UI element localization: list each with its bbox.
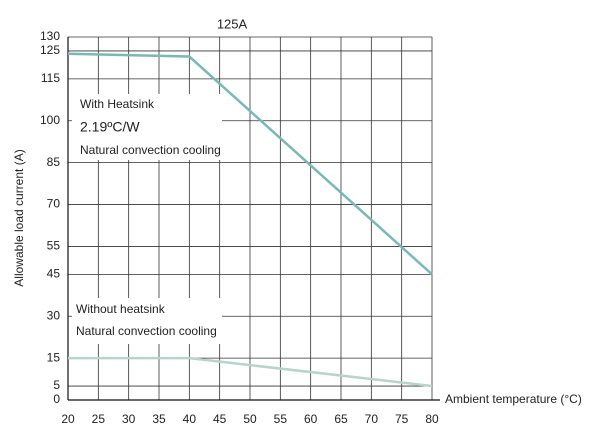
annotation: Without heatsink: [76, 302, 166, 316]
y-tick-label: 0: [53, 392, 60, 406]
annotation: Natural convection cooling: [80, 143, 221, 157]
x-tick-label: 20: [61, 412, 75, 426]
y-tick-label: 85: [47, 155, 61, 169]
y-tick-label: 70: [47, 197, 61, 211]
x-tick-label: 35: [152, 412, 166, 426]
series-line: [67, 52, 433, 276]
annotation: Natural convection cooling: [76, 324, 217, 338]
x-tick-label: 25: [92, 412, 106, 426]
y-axis-label: Allowable load current (A): [12, 149, 26, 286]
plot: [67, 52, 433, 388]
y-tick-label: 5: [53, 378, 60, 392]
x-tick-label: 80: [425, 412, 439, 426]
x-tick-label: 70: [365, 412, 379, 426]
x-tick-label: 45: [213, 412, 227, 426]
y-tick-label: 30: [47, 308, 61, 322]
series-line: [68, 356, 433, 388]
y-tick-label: 15: [47, 350, 61, 364]
annotation: With Heatsink: [80, 97, 155, 111]
x-axis-label: Ambient temperature (°C): [445, 392, 582, 406]
annotation-box: [72, 94, 222, 160]
x-tick-label: 50: [243, 412, 257, 426]
x-tick-label: 55: [274, 412, 288, 426]
y-tick-label: 55: [47, 239, 61, 253]
x-tick-label: 60: [304, 412, 318, 426]
y-tick-label: 45: [47, 267, 61, 281]
chart-title: 125A: [217, 16, 248, 31]
x-tick-label: 40: [183, 412, 197, 426]
y-tick-label: 130: [40, 29, 60, 43]
y-tick-label: 115: [41, 71, 60, 85]
annotation: 2.19ºC/W: [80, 119, 140, 135]
y-tick-label: 125: [40, 43, 60, 57]
x-tick-label: 65: [334, 412, 348, 426]
annotation-box: [72, 298, 222, 344]
annotations: With Heatsink 2.19ºC/W Natural convection …: [72, 94, 222, 344]
x-tick-label: 30: [122, 412, 136, 426]
y-tick-label: 100: [40, 113, 60, 127]
x-tick-label: 75: [395, 412, 409, 426]
